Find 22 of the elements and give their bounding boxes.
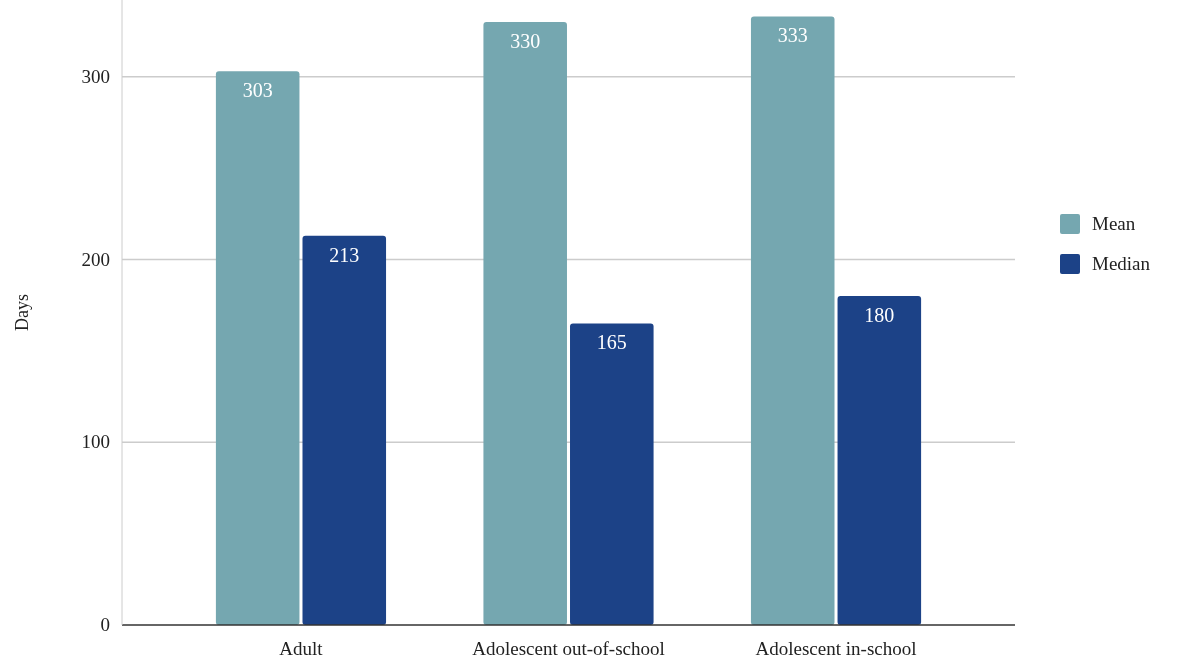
bar (570, 323, 654, 625)
y-tick-label: 100 (81, 431, 110, 453)
bar (302, 235, 387, 625)
data-label: 165 (596, 331, 627, 354)
data-label: 330 (510, 29, 541, 52)
y-tick-label: 200 (81, 248, 110, 270)
data-label: 213 (329, 243, 360, 266)
bar (750, 16, 835, 625)
x-tick-label: Adolescent out-of-school (472, 638, 665, 659)
bar (483, 21, 567, 625)
y-tick-label: 0 (100, 614, 110, 635)
x-tick-label: Adult (279, 638, 324, 659)
legend-label: Median (1092, 253, 1151, 274)
x-tick-label: Adolescent in-school (755, 638, 917, 659)
y-tick-label: 300 (81, 65, 110, 87)
y-axis-title: Days (12, 294, 32, 331)
bar (837, 296, 922, 625)
data-label: 180 (864, 304, 895, 327)
data-label: 303 (242, 79, 273, 102)
data-label: 333 (777, 24, 808, 47)
bar (215, 71, 300, 625)
legend-label: Mean (1092, 213, 1136, 234)
